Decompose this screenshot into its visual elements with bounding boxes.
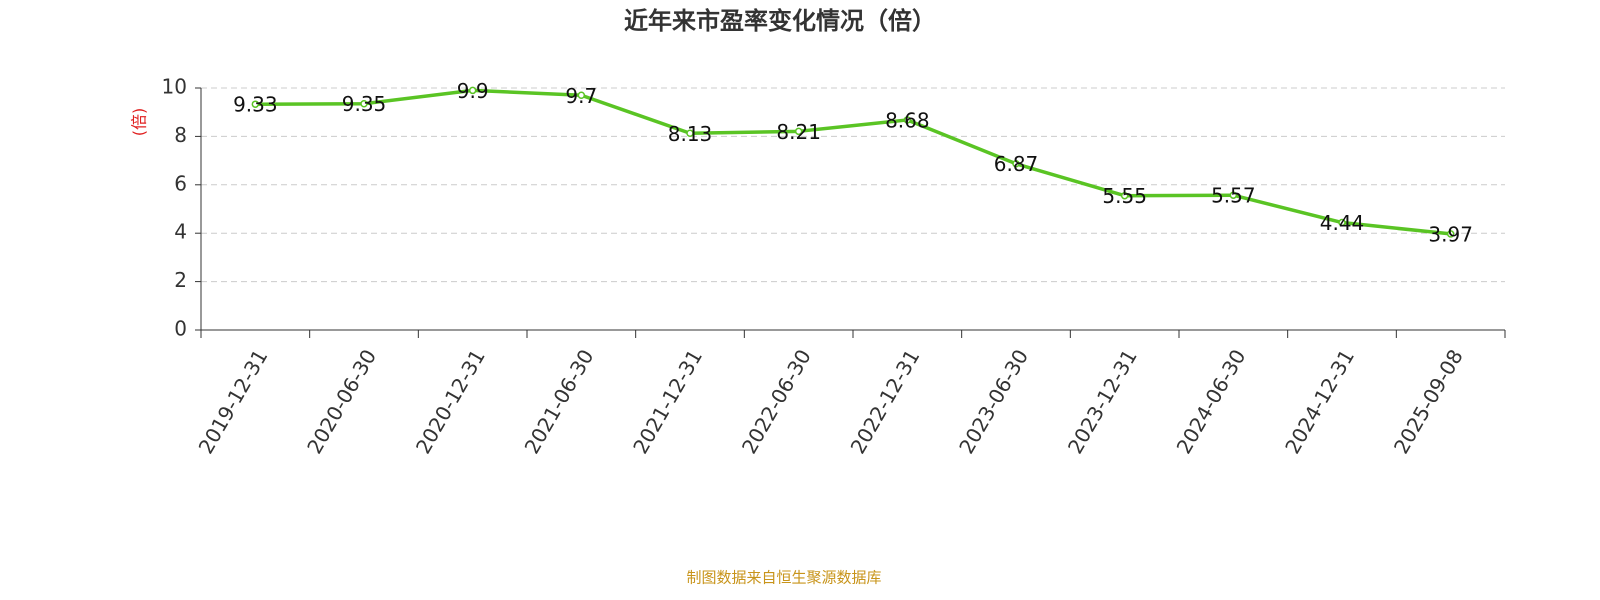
x-tick-label: 2024-12-31 — [1280, 345, 1359, 458]
point — [577, 91, 586, 100]
y-tick-label: 8 — [174, 123, 187, 147]
data-label: 9.35 — [342, 92, 387, 116]
data-label: 8.68 — [885, 108, 930, 132]
point — [360, 99, 368, 108]
chart-title: 近年来市盈率变化情况（倍） — [624, 7, 936, 35]
point — [1012, 159, 1020, 168]
data-label: 6.87 — [994, 152, 1039, 176]
point — [1446, 230, 1455, 238]
y-tick-label: 2 — [174, 268, 187, 292]
data-label: 5.57 — [1211, 184, 1256, 208]
data-label: 5.55 — [1102, 184, 1147, 208]
x-tick-label: 2022-12-31 — [846, 345, 925, 458]
source-note: 制图数据来自恒生聚源数据库 — [686, 569, 881, 587]
point — [794, 127, 803, 136]
data-label: 4.44 — [1320, 211, 1365, 235]
y-tick-label: 10 — [162, 75, 187, 99]
point — [1229, 191, 1238, 199]
x-tick-label: 2023-06-30 — [954, 345, 1033, 458]
point — [903, 116, 912, 124]
x-tick-label: 2019-12-31 — [194, 345, 273, 458]
point — [1120, 191, 1129, 200]
y-tick-label: 6 — [174, 171, 187, 195]
x-tick-label: 2025-09-08 — [1389, 345, 1468, 458]
x-tick-label: 2020-06-30 — [302, 345, 381, 458]
line — [255, 88, 1451, 236]
x-tick-label: 2021-12-31 — [628, 345, 707, 458]
data-label: 9.33 — [233, 93, 278, 117]
point — [1338, 218, 1346, 227]
x-tick-label: 2022-06-30 — [737, 345, 816, 458]
data-label: 3.97 — [1428, 222, 1473, 246]
data-label: 9.7 — [565, 84, 597, 108]
x-tick-label: 2021-06-30 — [520, 345, 599, 458]
data-label: 8.13 — [668, 122, 713, 146]
x-tick-label: 2024-06-30 — [1172, 345, 1251, 458]
x-tick-label: 2020-12-31 — [411, 345, 490, 458]
y-tick-label: 4 — [174, 220, 187, 244]
data-label: 8.21 — [776, 120, 821, 144]
data-label: 9.9 — [457, 79, 489, 103]
point — [468, 86, 477, 95]
y-tick-label: 0 — [174, 317, 187, 341]
x-tick-label: 2023-12-31 — [1063, 345, 1142, 458]
point — [251, 100, 260, 108]
y-axis-label: (倍) — [130, 108, 149, 137]
point — [686, 129, 694, 138]
